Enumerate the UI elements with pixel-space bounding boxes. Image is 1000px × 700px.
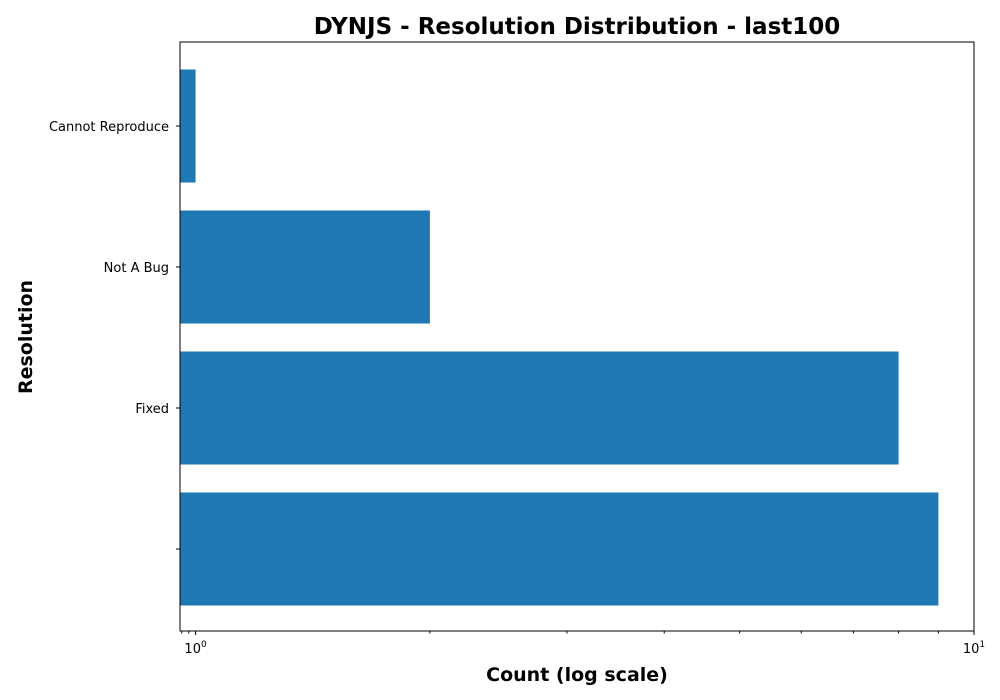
bar [180,351,899,465]
y-axis-label: Resolution [15,280,37,394]
bar [180,69,196,183]
bars-group [180,69,939,606]
bar [180,492,939,606]
chart-title: DYNJS - Resolution Distribution - last10… [314,14,841,40]
x-tick-label: 100 [184,640,207,657]
x-axis-label: Count (log scale) [486,664,668,686]
y-tick-label: Not A Bug [104,261,169,276]
y-tick-label: Fixed [135,402,169,417]
x-tick-label: 101 [963,640,985,657]
bar [180,210,430,324]
y-tick-label: Cannot Reproduce [49,120,169,135]
y-ticks-group: Fixed Not A Bug Cannot Reproduce [49,120,180,550]
plot-frame [179,41,975,632]
x-ticks-group: 100 101 [181,631,985,657]
